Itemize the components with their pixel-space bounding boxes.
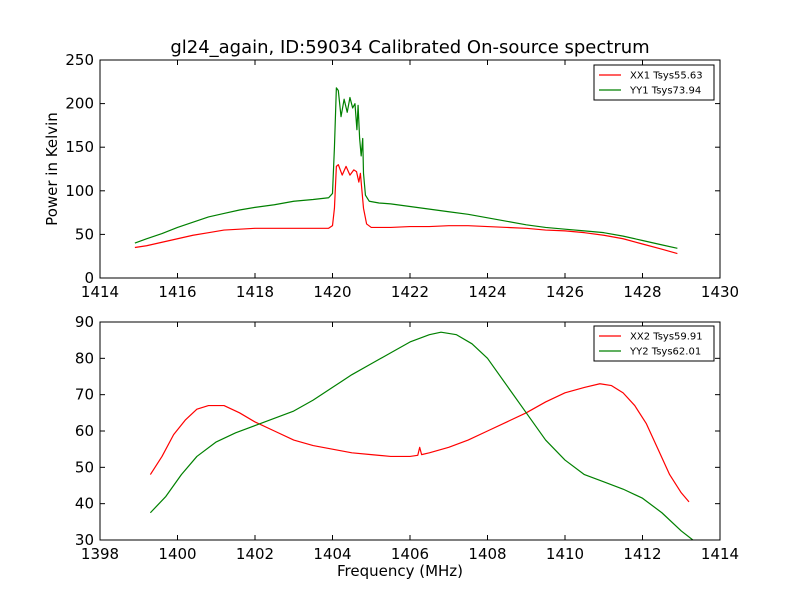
x-tick-label: 1418	[236, 283, 274, 301]
x-tick-label: 1420	[313, 283, 351, 301]
y-tick-label: 60	[75, 422, 94, 440]
y-tick-label: 30	[75, 531, 94, 549]
bottom-plot: 1398 1400 1402 1404 1406 1408 1410 1412 1414 30 40…	[75, 313, 739, 580]
chart-title: gl24_again, ID:59034 Calibrated On-sourc…	[170, 37, 649, 58]
x-tick-label: 1428	[623, 283, 661, 301]
y-axis-label: Power in Kelvin	[43, 112, 61, 226]
legend: XX2 Tsys59.91 YY2 Tsys62.01	[593, 325, 715, 362]
series-line-yy	[134, 87, 678, 249]
legend: XX1 Tsys55.63 YY1 Tsys73.94	[593, 64, 715, 101]
x-axis-label: Frequency (MHz)	[337, 562, 463, 580]
y-tick-label: 70	[75, 386, 94, 404]
x-tick-label: 1410	[546, 545, 584, 563]
y-tick-label: 200	[65, 95, 94, 113]
legend-entry: YY1 Tsys73.94	[629, 86, 701, 97]
series-line-xx	[149, 383, 690, 503]
series-line-xx	[134, 164, 678, 255]
x-tick-label: 1398	[81, 545, 119, 563]
legend-entry: XX2 Tsys59.91	[630, 332, 703, 343]
x-tick-label: 1406	[391, 545, 429, 563]
legend-box	[593, 64, 715, 101]
y-tick-label: 50	[75, 225, 94, 243]
y-tick-label: 50	[75, 458, 94, 476]
x-tick-label: 1400	[158, 545, 196, 563]
y-tick-label: 90	[75, 313, 94, 331]
legend-entry: XX1 Tsys55.63	[630, 71, 703, 82]
x-tick-label: 1412	[623, 545, 661, 563]
y-tick-label: 100	[65, 182, 94, 200]
x-tick-label: 1414	[81, 283, 119, 301]
legend-entry: YY2 Tsys62.01	[629, 347, 701, 358]
x-tick-label: 1408	[468, 545, 506, 563]
x-tick-label: 1402	[236, 545, 274, 563]
legend-box	[593, 325, 715, 362]
y-tick-label: 80	[75, 349, 94, 367]
y-tick-label: 250	[65, 51, 94, 69]
y-tick-label: 0	[84, 269, 94, 287]
x-tick-label: 1424	[468, 283, 506, 301]
x-tick-label: 1430	[701, 283, 739, 301]
x-tick-label: 1404	[313, 545, 351, 563]
y-tick-label: 150	[65, 138, 94, 156]
x-tick-label: 1416	[158, 283, 196, 301]
x-tick-label: 1426	[546, 283, 584, 301]
x-tick-label: 1414	[701, 545, 739, 563]
x-tick-label: 1422	[391, 283, 429, 301]
top-plot: 1414 1416 1418 1420 1422 1424 1426 1428 1430 0 50 1…	[43, 51, 739, 301]
series-line-yy	[149, 331, 694, 540]
y-tick-label: 40	[75, 495, 94, 513]
